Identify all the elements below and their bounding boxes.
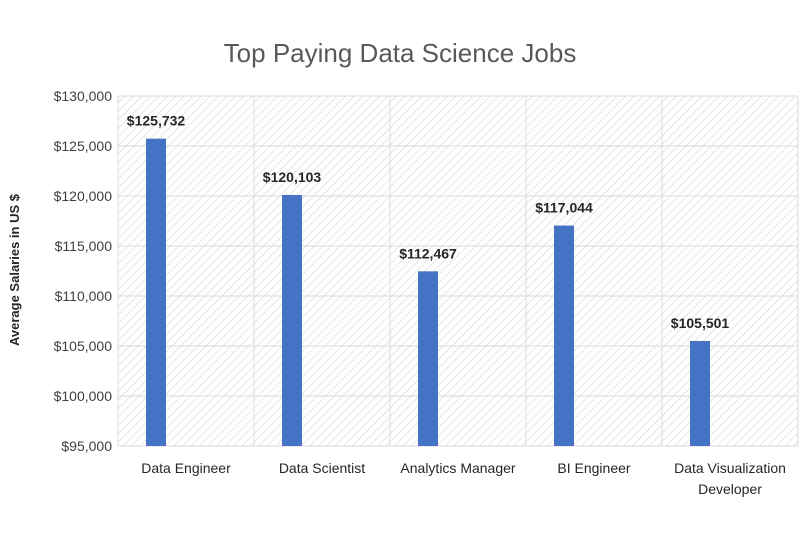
y-tick-label: $125,000 xyxy=(54,138,113,154)
y-tick-label: $120,000 xyxy=(54,188,113,204)
y-tick-label: $130,000 xyxy=(54,88,113,104)
x-tick-label: BI Engineer xyxy=(557,460,630,476)
data-label: $117,044 xyxy=(535,200,593,216)
bar xyxy=(282,194,302,446)
data-label: $125,732 xyxy=(127,113,186,129)
plot-area xyxy=(118,96,798,446)
bar xyxy=(418,271,438,446)
y-tick-label: $105,000 xyxy=(54,338,113,354)
x-tick-label: Developer xyxy=(698,481,762,497)
x-tick-label: Data Scientist xyxy=(279,460,365,476)
x-axis-ticks: Data Engineer Data Scientist Analytics Man… xyxy=(141,460,786,497)
x-tick-label: Data Visualization xyxy=(674,460,786,476)
x-tick-label: Data Engineer xyxy=(141,460,231,476)
data-labels: $125,732 $120,103 $112,467 $117,044 $105,501 xyxy=(127,113,730,331)
gridlines xyxy=(117,95,799,447)
bars xyxy=(146,138,710,446)
bar xyxy=(554,225,574,446)
y-tick-label: $115,000 xyxy=(55,238,113,254)
y-tick-label: $110,000 xyxy=(55,288,113,304)
y-tick-label: $100,000 xyxy=(54,388,113,404)
data-label: $105,501 xyxy=(671,315,730,331)
y-axis-ticks: $95,000 $100,000 $105,000 $110,000 $115,000 $… xyxy=(54,88,113,454)
x-tick-label: Analytics Manager xyxy=(400,460,516,476)
y-tick-label: $95,000 xyxy=(61,438,112,454)
data-label: $120,103 xyxy=(263,169,322,185)
chart-title: Top Paying Data Science Jobs xyxy=(224,38,577,68)
y-axis-label: Average Salaries in US $ xyxy=(7,193,22,346)
data-label: $112,467 xyxy=(399,245,457,261)
bar xyxy=(146,138,166,446)
bar xyxy=(690,340,710,446)
